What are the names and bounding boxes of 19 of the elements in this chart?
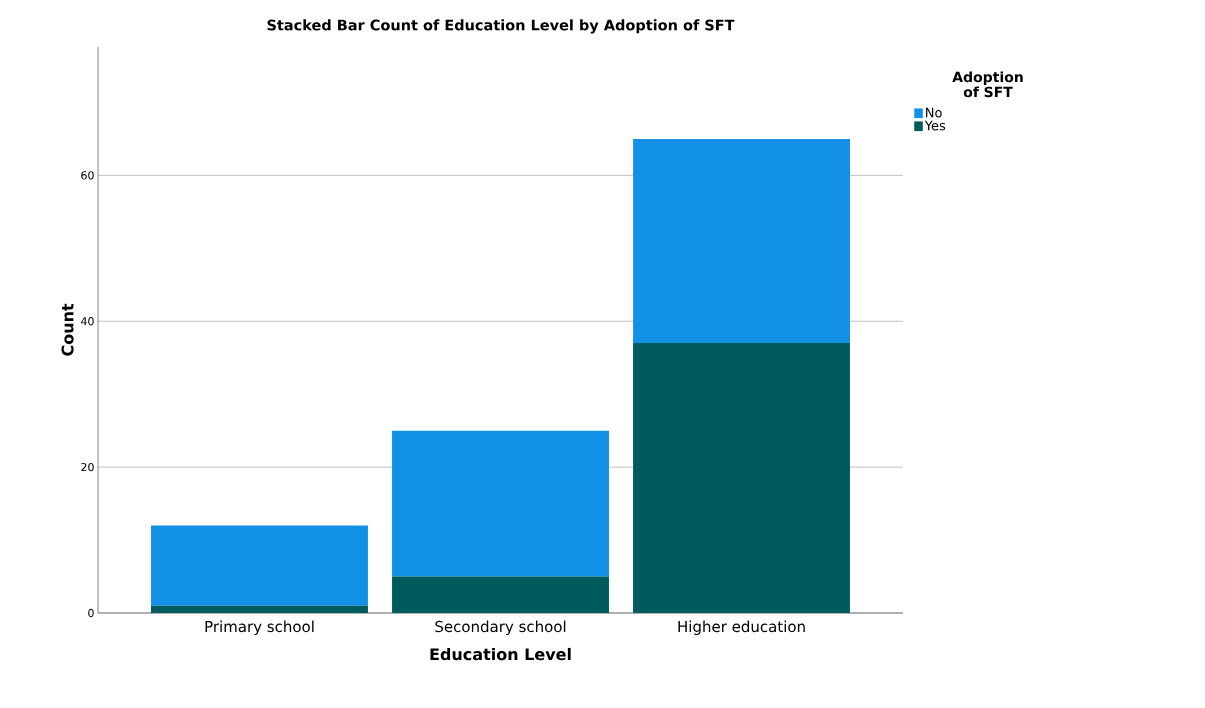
bar <box>392 576 609 613</box>
legend-title: Adoption of SFT <box>952 71 1023 98</box>
legend-label: Yes <box>924 120 946 131</box>
x-tick-label: Secondary school <box>435 620 566 636</box>
y-tick-label: 40 <box>81 317 94 326</box>
bar <box>633 343 850 613</box>
chart-title: Stacked Bar Count of Education Level by Adoption of SFT <box>267 19 735 34</box>
y-axis-title: Count <box>61 303 74 356</box>
x-tick-label: Primary school <box>205 620 314 636</box>
y-tick-label: 60 <box>81 171 94 180</box>
legend-label: No <box>926 107 942 118</box>
bar <box>392 430 609 577</box>
bar <box>151 525 368 606</box>
bar <box>151 605 368 613</box>
y-tick-label: 0 <box>88 608 94 618</box>
y-tick-label: 20 <box>81 462 94 472</box>
x-axis-title: Education Level <box>430 647 571 661</box>
bar <box>633 138 850 344</box>
x-tick-label: Higher education <box>678 620 805 636</box>
